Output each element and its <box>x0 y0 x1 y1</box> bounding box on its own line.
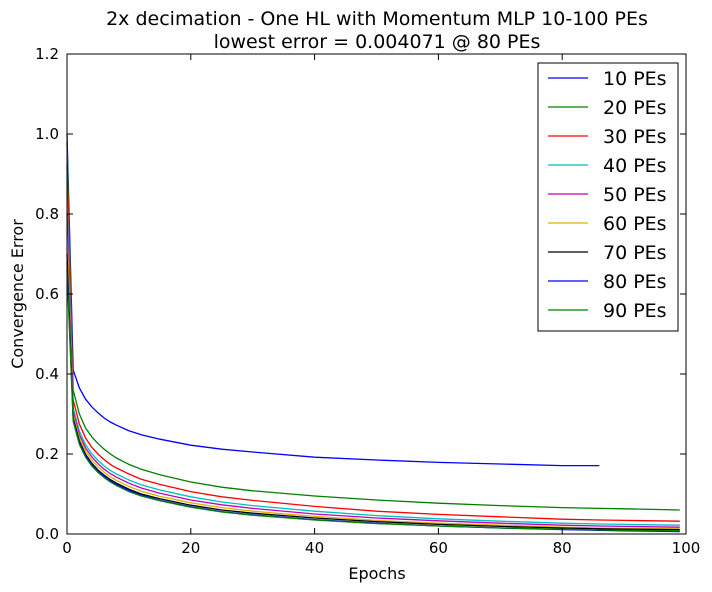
legend-label: 40 PEs <box>603 155 667 177</box>
x-tick-label: 20 <box>181 539 200 557</box>
chart-subtitle: lowest error = 0.004071 @ 80 PEs <box>214 31 541 53</box>
ticks-layer: 0 20 40 60 80 100 0.0 0.2 0.4 0.6 0.8 1.0 1.2 <box>35 45 700 557</box>
series-line-4 <box>66 193 680 526</box>
x-tick-label: 80 <box>553 539 572 557</box>
y-tick-label: 0.2 <box>35 445 59 463</box>
legend-label: 80 PEs <box>603 271 667 293</box>
series-line-6 <box>66 233 680 530</box>
legend-label: 10 PEs <box>603 68 667 90</box>
legend-label: 60 PEs <box>603 213 667 235</box>
series-line-5 <box>66 213 680 528</box>
legend-box <box>537 62 679 332</box>
y-tick-label: 0.4 <box>35 365 59 383</box>
x-tick-label: 0 <box>62 539 72 557</box>
series-line-1 <box>66 133 600 467</box>
y-tick-label: 1.0 <box>35 125 59 143</box>
y-tick-label: 1.2 <box>35 45 59 63</box>
y-tick-label: 0.0 <box>35 525 59 543</box>
series-line-9 <box>66 269 680 532</box>
legend-label: 50 PEs <box>603 184 667 206</box>
legend-label: 90 PEs <box>603 300 667 322</box>
legend-label: 70 PEs <box>603 242 667 264</box>
x-tick-label: 100 <box>672 539 701 557</box>
plot-frame <box>66 53 687 535</box>
chart-title: 2x decimation - One HL with Momentum MLP… <box>106 8 648 30</box>
series-line-7 <box>66 253 680 531</box>
legend-label: 20 PEs <box>603 97 667 119</box>
x-axis-label: Epochs <box>348 564 405 583</box>
series-layer <box>66 133 680 533</box>
series-line-3 <box>66 165 680 522</box>
series-line-2 <box>66 141 680 511</box>
y-tick-label: 0.8 <box>35 205 59 223</box>
y-tick-label: 0.6 <box>35 285 59 303</box>
x-tick-label: 40 <box>305 539 324 557</box>
legend: 10 PEs 20 PEs 30 PEs 40 PEs 50 PEs 60 PEs 70 P… <box>537 62 679 332</box>
y-axis-label: Convergence Error <box>8 219 27 369</box>
x-tick-label: 60 <box>429 539 448 557</box>
legend-label: 30 PEs <box>603 126 667 148</box>
